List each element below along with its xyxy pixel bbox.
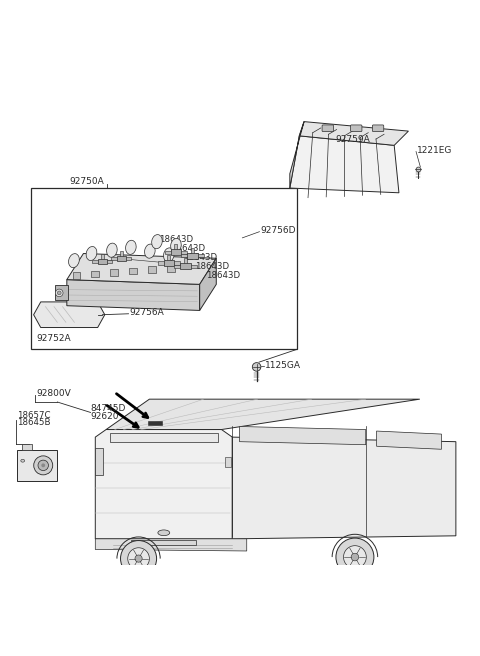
Bar [191, 248, 194, 253]
Bar [130, 268, 137, 274]
Text: 18643D: 18643D [195, 262, 229, 272]
Text: 18645B: 18645B [17, 419, 50, 428]
Text: 18643D: 18643D [171, 244, 205, 253]
Text: 92800V: 92800V [36, 389, 71, 398]
Circle shape [344, 546, 366, 569]
Polygon shape [67, 279, 200, 310]
Ellipse shape [126, 240, 136, 255]
Polygon shape [232, 437, 456, 539]
Bar [72, 272, 80, 279]
Circle shape [128, 548, 149, 569]
Polygon shape [300, 121, 408, 146]
Bar [107, 260, 112, 263]
Polygon shape [67, 253, 216, 284]
Bar [92, 270, 99, 277]
Polygon shape [200, 258, 216, 310]
Bar [225, 457, 231, 468]
Ellipse shape [158, 530, 170, 535]
Bar [110, 269, 118, 276]
Text: 1221EG: 1221EG [417, 146, 452, 155]
Polygon shape [290, 136, 399, 193]
Text: 92752A: 92752A [36, 335, 71, 343]
Bar [198, 255, 204, 257]
Circle shape [135, 555, 142, 562]
Bar [180, 263, 191, 270]
Bar [101, 255, 104, 259]
FancyBboxPatch shape [372, 125, 384, 132]
Bar [171, 249, 181, 255]
Bar [187, 253, 198, 259]
Bar [168, 265, 175, 272]
Bar [31, 188, 297, 350]
Circle shape [38, 460, 48, 470]
Text: 18643D: 18643D [159, 236, 193, 244]
Polygon shape [240, 426, 366, 445]
Ellipse shape [144, 244, 155, 258]
Polygon shape [96, 539, 247, 551]
Text: 84745D: 84745D [91, 404, 126, 413]
Ellipse shape [152, 235, 162, 249]
Bar [174, 244, 178, 249]
Ellipse shape [21, 459, 24, 462]
Text: 92750A: 92750A [69, 177, 104, 186]
Circle shape [120, 541, 156, 577]
Ellipse shape [69, 254, 79, 268]
Bar [174, 262, 180, 264]
Ellipse shape [107, 243, 117, 257]
Text: 92756D: 92756D [261, 226, 296, 235]
Bar [92, 260, 98, 263]
Bar [168, 255, 170, 260]
Bar [191, 265, 197, 268]
Bar [174, 265, 180, 268]
Circle shape [34, 456, 53, 475]
Circle shape [351, 553, 359, 561]
Bar [120, 251, 123, 256]
Text: 18657C: 18657C [17, 411, 50, 420]
Polygon shape [110, 432, 218, 441]
Bar [148, 420, 162, 425]
Bar [98, 259, 107, 264]
Bar [22, 444, 32, 450]
Text: 18643D: 18643D [183, 253, 217, 262]
Text: 92620: 92620 [91, 412, 119, 421]
Circle shape [57, 291, 61, 295]
Bar [117, 256, 126, 262]
Circle shape [336, 538, 374, 576]
Bar [55, 285, 68, 300]
Text: 92756A: 92756A [130, 308, 164, 317]
Text: 92759A: 92759A [335, 135, 370, 144]
Polygon shape [132, 541, 196, 545]
Bar [164, 260, 174, 266]
Polygon shape [290, 121, 304, 188]
Bar [165, 251, 171, 254]
Bar [17, 450, 57, 481]
Bar [184, 258, 187, 263]
Ellipse shape [171, 238, 181, 253]
Bar [181, 255, 187, 257]
Ellipse shape [86, 247, 97, 260]
Bar [126, 257, 132, 260]
Polygon shape [96, 430, 232, 539]
Text: 1125GA: 1125GA [265, 361, 301, 371]
FancyBboxPatch shape [322, 125, 334, 132]
Circle shape [252, 363, 261, 371]
Text: 18643D: 18643D [206, 271, 240, 280]
Circle shape [56, 289, 63, 297]
Polygon shape [106, 399, 420, 430]
Bar [148, 266, 156, 273]
Bar [157, 262, 164, 264]
Polygon shape [376, 431, 442, 449]
FancyBboxPatch shape [350, 125, 362, 132]
Bar [111, 257, 117, 260]
Polygon shape [34, 302, 105, 327]
Polygon shape [96, 448, 103, 475]
Circle shape [41, 463, 45, 467]
Ellipse shape [164, 248, 174, 262]
Bar [181, 251, 187, 254]
